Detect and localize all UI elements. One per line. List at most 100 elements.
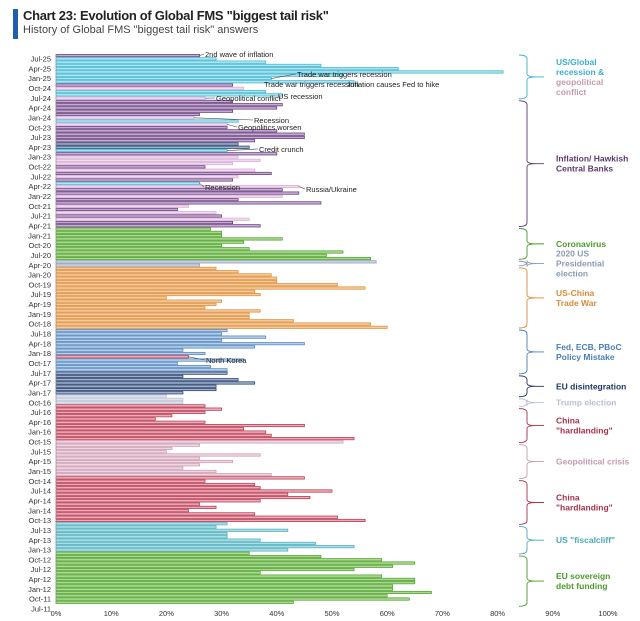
bar [55,564,394,568]
title-accent-bar [13,9,18,39]
y-tick-label: Jul-12 [31,565,51,574]
bar [55,188,283,192]
annotation-label: 2nd wave of inflation [205,50,273,59]
bar [55,126,228,130]
group-bracket [518,408,544,444]
y-tick-label: Apr-19 [28,300,51,309]
y-tick-label: Jul-22 [31,172,51,181]
bar [55,296,167,300]
x-tick-label: 80% [490,609,505,618]
bar [55,162,233,166]
annotation-label: Inflation causes Fed to hike [348,80,439,89]
bar [55,509,189,513]
bar [55,535,228,539]
group-label: Coronavirus [556,239,606,249]
x-tick-label: 60% [380,609,395,618]
bar [55,581,416,585]
y-tick-label: Jan-12 [28,585,51,594]
bar [55,433,272,437]
y-tick-label: Jul-11 [31,605,51,614]
y-tick-label: Apr-12 [28,575,51,584]
y-tick-label: Apr-25 [28,64,51,73]
group-bracket [518,398,544,408]
group-bracket [518,100,544,227]
bar [55,181,200,185]
bar [55,502,200,506]
annotation-leader-line [227,124,238,128]
y-tick-label: Jul-18 [31,330,51,339]
bar [55,312,250,316]
group-label: Fed, ECB, PBoC [556,342,622,352]
group-bracket [518,480,544,525]
bar [55,103,283,107]
group-label: US "fiscalcliff" [556,535,615,545]
y-tick-label: Oct-20 [28,241,51,250]
x-axis-labels: 0% 10% 20% 30% 40% 50% 60% 70% 80% 90% 100% [51,609,618,618]
bar [55,538,261,542]
y-tick-label: Oct-19 [28,280,51,289]
y-tick-label: Jan-19 [28,310,51,319]
bar [55,335,267,339]
x-tick-label: 100% [598,609,618,618]
x-tick-label: 0% [51,609,62,618]
bar [55,279,278,284]
annotation-label: Geopolitical conflict [216,94,282,103]
y-tick-label: Jul-24 [31,94,51,103]
x-tick-label: 20% [159,609,174,618]
bar [55,207,178,211]
group-label: debt funding [556,581,607,591]
bar [55,522,228,526]
bar [55,486,261,490]
bar [55,345,256,349]
bar [55,482,256,486]
group-bracket [518,228,544,260]
bar [55,577,416,581]
bar [55,253,327,257]
annotation-leader-line [227,148,259,151]
bar [55,545,355,549]
bar [55,168,256,172]
bar [55,299,222,303]
bar [55,302,217,306]
y-tick-label: Oct-23 [28,123,51,132]
bar [55,548,289,552]
group-label: "hardlanding" [556,503,613,513]
annotation-label: Russia/Ukraine [306,185,357,194]
y-tick-label: Jul-23 [31,133,51,142]
y-tick-label: Jan-20 [28,271,51,280]
bar [55,571,261,575]
group-bracket [518,260,544,267]
bar [55,420,206,424]
y-tick-label: Jan-17 [28,388,51,397]
bar [55,119,239,123]
annotation-label: Geopolitics worsen [238,123,301,132]
bar [55,309,261,313]
group-label: Trade War [556,298,597,308]
bar [55,178,233,182]
bar [55,86,245,90]
bar [55,505,217,509]
y-tick-label: Jan-25 [28,74,51,83]
group-bracket [518,444,544,480]
y-tick-label: Jul-13 [31,526,51,535]
bar [55,371,228,375]
bar [55,440,344,444]
group-bracket [518,329,544,375]
bar [55,427,245,431]
y-tick-label: Oct-16 [28,398,51,407]
annotation-label: Trade war triggers recession [264,80,359,89]
bar [55,54,200,58]
bar [55,404,206,408]
bar [55,260,377,264]
bar [55,83,233,87]
bar [55,387,217,392]
bar [55,211,217,215]
bar [55,594,388,598]
bar [55,306,206,310]
x-tick-label: 70% [435,609,450,618]
group-label: "hardlanding" [556,426,613,436]
bar [55,142,239,146]
group-label: Presidential [556,259,604,269]
bar [55,70,504,74]
y-tick-label: Apr-18 [28,339,51,348]
